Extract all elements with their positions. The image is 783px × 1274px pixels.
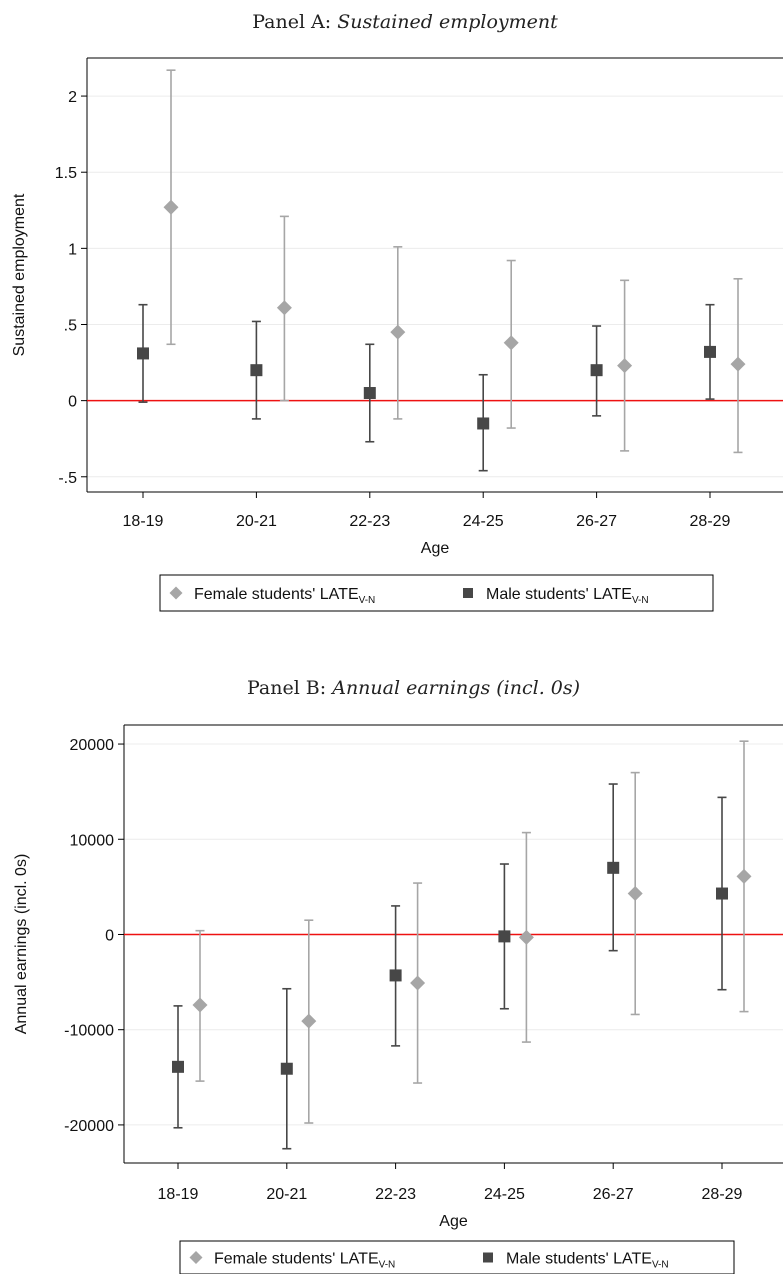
data-point-female [617,358,633,374]
series-female [163,69,746,454]
legend-label-subscript: V-N [379,1260,396,1271]
y-tick-label: -.5 [58,470,77,487]
legend-label-subscript: V-N [652,1260,669,1271]
x-axis-label: Age [439,1213,468,1230]
data-point-female [736,868,752,884]
x-tick-label: 26-27 [576,513,617,530]
data-point-female [518,929,534,945]
y-tick-label: 1 [68,241,77,258]
legend-label-female: Female students' LATEV-N [194,586,375,606]
data-point-male [716,887,728,900]
data-point-female [410,975,426,991]
x-tick-label: 22-23 [375,1186,416,1203]
data-point-female [276,300,292,316]
data-point-female [163,199,179,215]
y-tick-label: -20000 [64,1118,114,1135]
legend-label-male: Male students' LATEV-N [506,1251,669,1271]
y-tick-label: 10000 [70,832,115,849]
panel-title-prefix: Panel A: [252,11,337,33]
x-tick-label: 24-25 [484,1186,525,1203]
legend-label-main: Female students' LATE [214,1251,379,1268]
data-point-male [363,387,376,400]
data-point-male [477,417,490,430]
legend-box [159,574,714,612]
legend: Female students' LATEV-N Male students' L… [159,574,714,612]
legend-label-male: Male students' LATEV-N [486,586,649,606]
data-point-male [137,347,149,360]
data-point-female [627,886,643,902]
legend-label-main: Female students' LATE [194,586,359,603]
y-tick-label: .5 [64,317,77,334]
data-point-female [301,1013,317,1029]
data-point-male [498,930,511,943]
panel-a: Panel A: Sustained employment -.5 0 .5 1 1.5 2… [11,11,783,612]
legend-label-female: Female students' LATEV-N [214,1251,395,1271]
x-tick-label: 18-19 [158,1186,199,1203]
legend: Female students' LATEV-N Male students' L… [179,1240,735,1274]
y-tick-label: -10000 [64,1023,114,1040]
y-axis-label: Annual earnings (incl. 0s) [13,854,30,1035]
x-tick-label: 20-21 [266,1186,307,1203]
y-axis-label: Sustained employment [11,193,28,356]
panel-title-italic: Annual earnings (incl. 0s) [330,677,580,699]
y-tick-label: 1.5 [55,165,77,182]
data-point-male [172,1060,184,1073]
series-male [137,303,716,472]
data-point-female [503,335,519,351]
y-tick-label: 20000 [70,737,115,754]
legend-marker-female [169,586,183,600]
data-point-male [607,861,620,874]
data-point-male [389,969,402,982]
legend-marker-male [463,588,473,598]
y-tick-label: 0 [68,394,77,411]
legend-marker-male [483,1252,493,1263]
legend-label-main: Male students' LATE [506,1251,652,1268]
x-axis-label: Age [421,540,450,557]
legend-label-subscript: V-N [359,595,376,606]
data-point-male [704,345,716,358]
data-point-male [250,364,263,377]
y-tick-label: 2 [68,89,77,106]
panel-title-prefix: Panel B: [247,677,332,699]
panel-title: Panel A: Sustained employment [252,11,558,33]
data-point-female [192,997,208,1013]
data-point-male [280,1062,293,1075]
legend-label-subscript: V-N [632,595,649,606]
panel-b: Panel B: Annual earnings (incl. 0s) -2000… [13,677,783,1274]
x-tick-label: 28-29 [690,513,731,530]
data-point-female [730,356,746,372]
x-tick-label: 26-27 [593,1186,634,1203]
panel-title: Panel B: Annual earnings (incl. 0s) [247,677,580,699]
x-tick-label: 18-19 [123,513,164,530]
y-tick-label: 0 [105,927,114,944]
series-female [192,740,752,1124]
x-tick-label: 20-21 [236,513,277,530]
x-tick-label: 22-23 [349,513,390,530]
panel-title-italic: Sustained employment [337,11,558,33]
x-tick-label: 28-29 [702,1186,743,1203]
x-tick-label: 24-25 [463,513,504,530]
data-point-female [390,324,406,340]
legend-marker-female [189,1251,203,1264]
legend-box [179,1240,735,1274]
data-point-male [590,364,603,377]
legend-label-main: Male students' LATE [486,586,632,603]
series-male [172,783,728,1150]
